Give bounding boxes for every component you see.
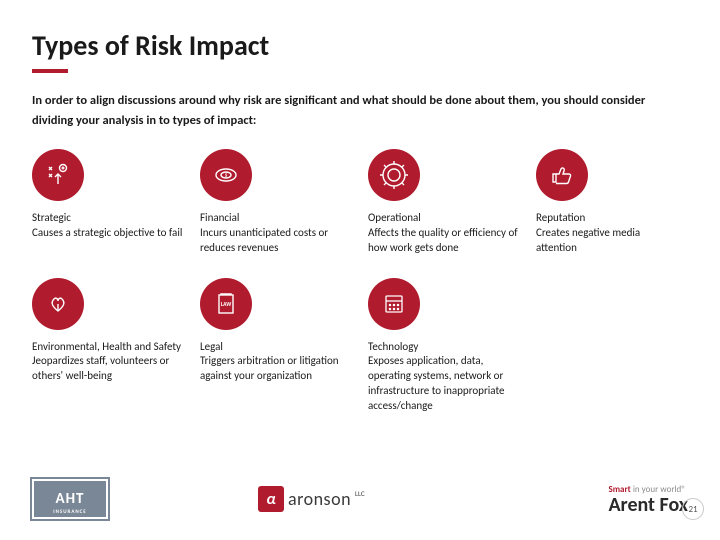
item-head: Operational bbox=[368, 211, 526, 226]
item-desc: Incurs unanticipated costs or reduces re… bbox=[200, 226, 358, 256]
legal-icon: LAW bbox=[200, 278, 252, 330]
intro-text: In order to align discussions around why… bbox=[32, 91, 688, 131]
risk-item-legal: LAW Legal Triggers arbitration or litiga… bbox=[200, 278, 368, 414]
page-title: Types of Risk Impact bbox=[32, 28, 688, 63]
risk-item-reputation: Reputation Creates negative media attent… bbox=[536, 149, 684, 256]
footer: AHT α aronson LLC Smart in your world® A… bbox=[0, 472, 720, 526]
aronson-word: aronson bbox=[288, 488, 351, 510]
svg-text:LAW: LAW bbox=[221, 302, 231, 308]
risk-item-financial: $ Financial Incurs unanticipated costs o… bbox=[200, 149, 368, 256]
logo-arentfox: Smart in your world® Arent Fox bbox=[608, 484, 688, 515]
page-number: 21 bbox=[682, 498, 704, 520]
item-head: Technology bbox=[368, 340, 526, 355]
item-head: Environmental, Health and Safety bbox=[32, 340, 190, 355]
logo-aronson: α aronson LLC bbox=[258, 486, 365, 512]
item-head: Strategic bbox=[32, 211, 190, 226]
logo-aht: AHT bbox=[32, 479, 108, 519]
arentfox-name: Arent Fox bbox=[608, 495, 688, 515]
risk-grid: Strategic Causes a strategic objective t… bbox=[32, 149, 688, 414]
item-head: Reputation bbox=[536, 211, 674, 226]
empty-cell bbox=[536, 278, 684, 414]
item-desc: Jeopardizes staff, volunteers or others'… bbox=[32, 354, 190, 384]
item-desc: Exposes application, data, operating sys… bbox=[368, 354, 526, 413]
aronson-llc: LLC bbox=[355, 489, 365, 498]
ehs-icon bbox=[32, 278, 84, 330]
item-desc: Causes a strategic objective to fail bbox=[32, 226, 190, 241]
item-desc: Creates negative media attention bbox=[536, 226, 674, 256]
reputation-icon bbox=[536, 149, 588, 201]
risk-item-operational: Operational Affects the quality or effic… bbox=[368, 149, 536, 256]
item-head: Legal bbox=[200, 340, 358, 355]
financial-icon: $ bbox=[200, 149, 252, 201]
strategic-icon bbox=[32, 149, 84, 201]
risk-item-strategic: Strategic Causes a strategic objective t… bbox=[32, 149, 200, 256]
item-desc: Affects the quality or efficiency of how… bbox=[368, 226, 526, 256]
item-head: Financial bbox=[200, 211, 358, 226]
risk-item-technology: Technology Exposes application, data, op… bbox=[368, 278, 536, 414]
operational-icon bbox=[368, 149, 420, 201]
aronson-mark-icon: α bbox=[258, 486, 284, 512]
svg-text:$: $ bbox=[224, 171, 227, 179]
item-desc: Triggers arbitration or litigation again… bbox=[200, 354, 358, 384]
title-underline bbox=[32, 69, 68, 73]
risk-item-ehs: Environmental, Health and Safety Jeopard… bbox=[32, 278, 200, 414]
technology-icon bbox=[368, 278, 420, 330]
